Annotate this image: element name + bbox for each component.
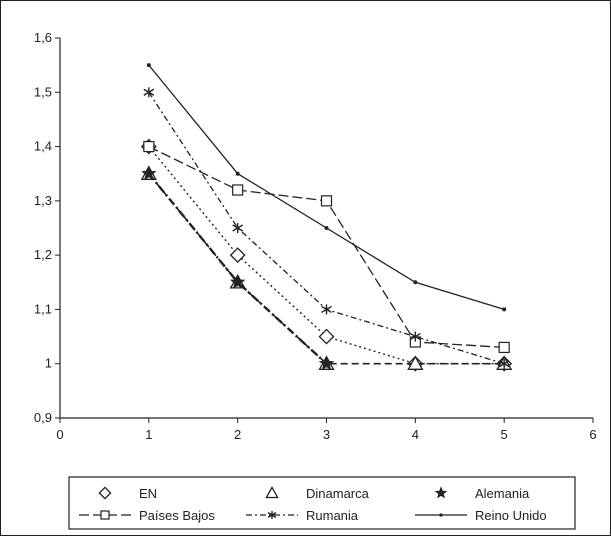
y-tick-label: 1,3 [34, 193, 52, 208]
legend-marker [98, 486, 112, 500]
x-tick-label: 6 [589, 427, 596, 442]
series-rumania [143, 87, 510, 369]
data-point [235, 171, 240, 176]
legend-item: EN [98, 486, 157, 501]
data-point [143, 87, 155, 98]
y-tick-label: 0,9 [34, 410, 52, 425]
x-tick-label: 4 [412, 427, 419, 442]
legend-label: EN [139, 486, 157, 501]
data-point [229, 274, 246, 289]
x-tick-label: 3 [323, 427, 330, 442]
data-point [324, 226, 329, 230]
legend-label: Dinamarca [306, 486, 370, 501]
data-point [146, 63, 151, 68]
legend-label: Alemania [475, 486, 530, 501]
data-point [413, 280, 418, 285]
data-point [320, 195, 333, 207]
legend-marker [267, 511, 277, 519]
y-tick-label: 1,1 [34, 301, 52, 316]
y-tick-label: 1,6 [34, 30, 52, 45]
y-tick-label: 1,5 [34, 84, 52, 99]
legend-marker [100, 510, 110, 520]
legend-item: Reino Unido [415, 508, 547, 523]
data-point [321, 304, 332, 315]
data-point [318, 355, 335, 371]
series-line [148, 173, 505, 365]
data-point [502, 307, 507, 312]
data-point [143, 140, 155, 153]
data-point [498, 358, 510, 369]
data-point [318, 328, 335, 345]
legend-item: Dinamarca [265, 486, 370, 501]
legend: EN Dinamarca Alemania Países Bajos Rumania Re… [68, 476, 576, 530]
data-point [232, 223, 244, 233]
data-point [141, 165, 157, 181]
legend-box [68, 476, 576, 530]
x-tick-label: 2 [234, 427, 241, 442]
legend-marker [439, 513, 443, 517]
series-line [148, 146, 505, 349]
y-tick-label: 1,2 [34, 247, 52, 262]
legend-marker [265, 486, 279, 499]
y-tick-label: 1 [45, 356, 52, 371]
legend-label: Reino Unido [475, 508, 547, 523]
data-point [409, 331, 421, 342]
x-tick-label: 1 [145, 427, 152, 442]
series-pa-ses-bajos [143, 140, 510, 354]
legend-item: Alemania [434, 486, 530, 501]
y-tick-label: 1,4 [34, 139, 52, 154]
legend-marker [434, 486, 448, 499]
series-reino-unido [146, 63, 507, 312]
data-point [407, 355, 424, 370]
legend-item: Rumania [246, 508, 359, 523]
series-line [148, 64, 505, 311]
x-tick-label: 0 [56, 427, 63, 442]
series-en [140, 138, 513, 372]
legend-label: Países Bajos [139, 508, 215, 523]
data-point [229, 247, 246, 264]
data-point [232, 184, 244, 196]
legend-item: Países Bajos [79, 508, 215, 523]
series-line [147, 172, 328, 365]
legend-label: Rumania [306, 508, 359, 523]
x-tick-label: 5 [501, 427, 508, 442]
data-point [498, 341, 510, 354]
series-alemania [141, 165, 335, 371]
